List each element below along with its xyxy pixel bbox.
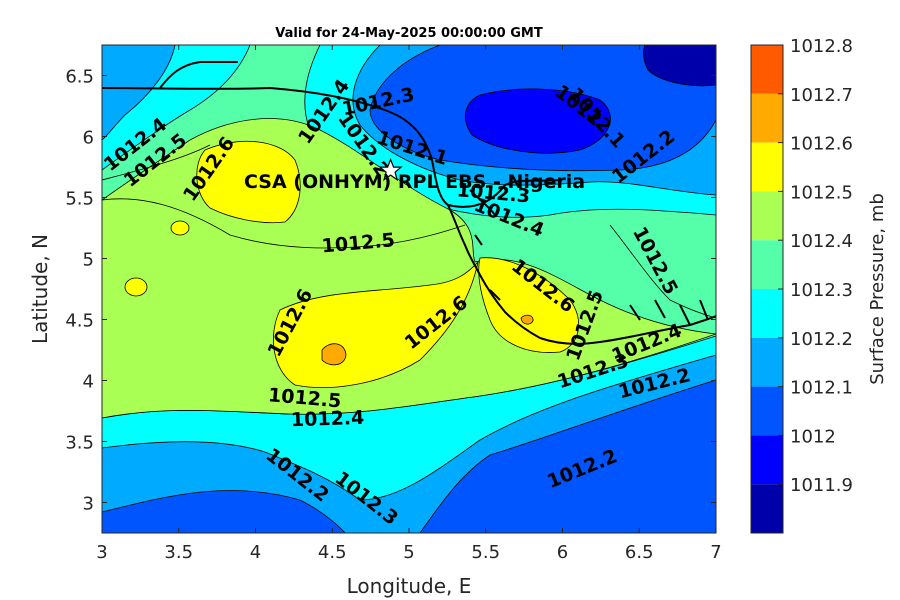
contour-label: 1012.4	[291, 407, 365, 432]
colorbar-tick-label: 1012.3	[790, 280, 853, 301]
isoline-1012.5-b	[609, 224, 716, 319]
isoline-1012.5-a	[102, 198, 466, 249]
y-tick-label: 5	[83, 250, 94, 271]
isoline-1012.4-a	[102, 144, 211, 181]
y-tick-label: 4.5	[65, 311, 94, 332]
delta-creeks	[469, 189, 709, 326]
y-tick-label: 4	[83, 372, 94, 393]
x-tick-label: 5.5	[471, 542, 500, 563]
band-east-1012.7	[520, 314, 534, 325]
x-tick-label: 4.5	[318, 542, 347, 563]
y-tick-label: 3	[83, 494, 94, 515]
colorbar-tick-label: 1012.5	[790, 182, 853, 203]
map-title: Valid for 24-May-2025 00:00:00 GMT	[275, 26, 543, 41]
colorbar-tick-label: 1012.1	[790, 378, 853, 399]
site-marker: CSA (ONHYM) RPL EBS - Nigeria	[244, 158, 585, 193]
colorbar-swatch	[751, 240, 783, 289]
y-axis-label: Latitude, N	[28, 234, 52, 344]
y-tick-label: 5.5	[65, 189, 94, 210]
colorbar-tick-label: 1012.7	[790, 85, 853, 106]
band-nw-1012.6	[196, 140, 301, 224]
band-north-1012	[464, 88, 611, 154]
band-east-1012.6	[478, 257, 579, 353]
y-tick-label: 3.5	[65, 433, 94, 454]
colorbar-label: Surface Pressure, mb	[867, 193, 888, 385]
colorbar-swatch	[751, 93, 783, 143]
star-icon	[378, 158, 403, 182]
colorbar-swatch	[751, 191, 783, 241]
colorbar-swatch	[751, 386, 783, 436]
y-tick-label: 6	[83, 128, 94, 149]
band-nw-1012.2	[102, 45, 176, 141]
colorbar-tick-label: 1012.8	[790, 36, 853, 57]
x-tick-label: 3.5	[164, 542, 193, 563]
colorbar-swatch	[751, 337, 783, 387]
coastline	[102, 61, 716, 345]
coast-delta	[447, 204, 716, 345]
band-north-1011.9	[642, 45, 716, 87]
colorbar-swatch	[751, 45, 783, 94]
x-tick-label: 4	[250, 542, 261, 563]
colorbar-tick-label: 1012	[790, 426, 836, 447]
band-central-1012.7	[321, 343, 347, 366]
x-tick-label: 6.5	[625, 542, 654, 563]
contour-field	[102, 45, 716, 533]
lagos-lagoon	[159, 61, 238, 89]
x-tick-label: 5	[403, 542, 414, 563]
x-tick-label: 3	[96, 542, 107, 563]
colorbar-swatch	[751, 435, 783, 485]
band-small-1012.6-b	[124, 277, 148, 297]
y-axis-ticks: 3 3.5 4 4.5 5 5.5 6 6.5	[65, 67, 716, 515]
colorbar-tick-label: 1011.9	[790, 475, 853, 496]
band-small-1012.6-a	[170, 220, 190, 236]
colorbar-tick-label: 1012.2	[790, 329, 853, 350]
colorbar-tick-label: 1012.4	[790, 231, 853, 252]
coast-north	[102, 86, 561, 208]
y-tick-label: 6.5	[65, 67, 94, 88]
colorbar-swatch	[751, 142, 783, 192]
site-label: CSA (ONHYM) RPL EBS - Nigeria	[244, 171, 585, 193]
band-south-1012.1	[102, 490, 346, 533]
colorbar-swatch	[751, 484, 783, 533]
colorbar-swatch	[751, 289, 783, 338]
x-axis-ticks: 3 3.5 4 4.5 5 5.5 6 6.5 7	[96, 45, 722, 563]
band-south-east-1012.1	[419, 379, 716, 533]
x-tick-label: 7	[710, 542, 721, 563]
x-tick-label: 6	[557, 542, 568, 563]
colorbar: 1012.8 1012.7 1012.6 1012.5 1012.4 1012.3 1012…	[750, 36, 853, 534]
colorbar-tick-label: 1012.6	[790, 134, 853, 155]
x-axis-label: Longitude, E	[347, 574, 472, 598]
